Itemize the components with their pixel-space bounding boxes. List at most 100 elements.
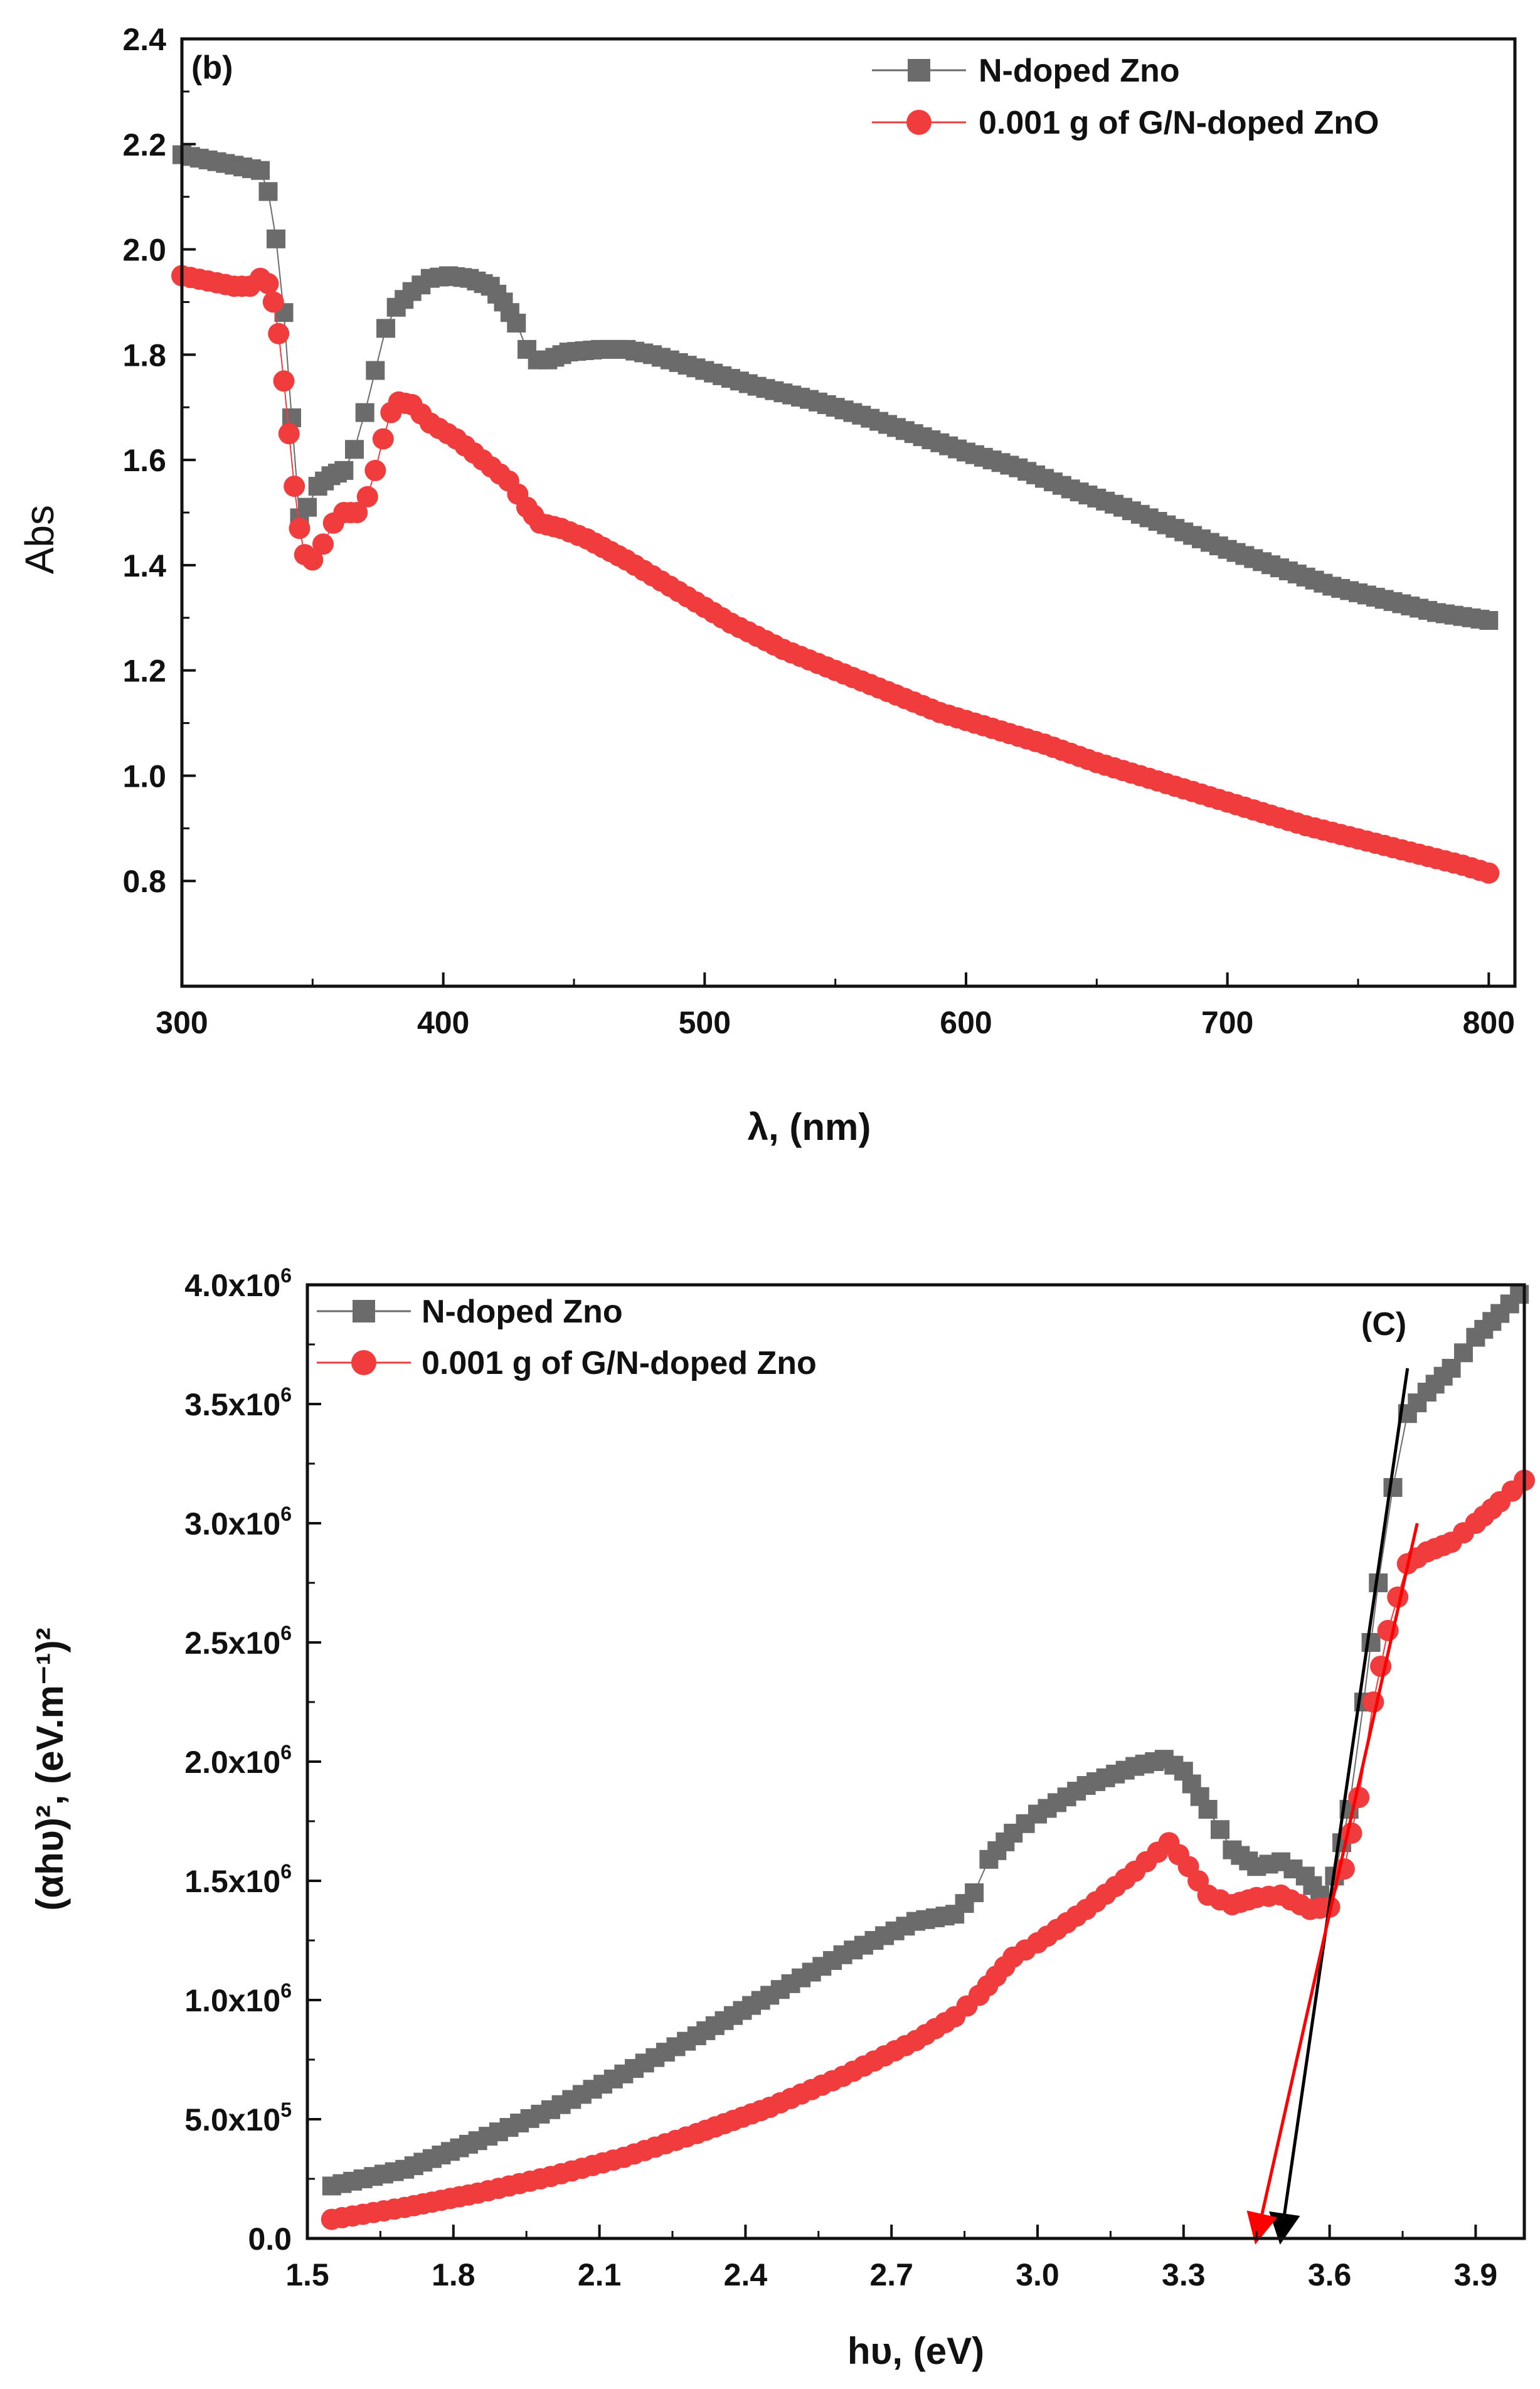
legend-label: N-doped Zno xyxy=(422,1294,623,1330)
x-tick-label: 300 xyxy=(156,1005,208,1040)
band-gap-fit-arrow xyxy=(1269,1368,1410,2245)
data-point xyxy=(965,1883,984,1902)
data-point xyxy=(257,273,279,295)
data-point xyxy=(278,423,300,445)
data-point xyxy=(268,322,290,344)
legend-item-g-n-doped: 0.001 g of G/N-doped Zno xyxy=(317,1345,817,1381)
legend-square-marker xyxy=(353,1300,375,1322)
chart-c-y-axis-title: (αhυ)², (eV.m⁻¹)² xyxy=(29,1627,71,1910)
data-point xyxy=(372,428,394,450)
x-tick-label: 2.4 xyxy=(724,2257,768,2292)
chart-c-legend: N-doped Zno 0.001 g of G/N-doped Zno xyxy=(317,1294,817,1381)
legend-label: 0.001 g of G/N-doped ZnO xyxy=(979,105,1379,141)
data-point xyxy=(376,319,395,338)
y-tick-label: 3.0x106 xyxy=(184,1503,292,1541)
chart-c-series-g-n-doped xyxy=(321,1469,1535,2230)
chart-b-y-axis: 0.8 1.0 1.2 1.4 1.6 1.8 2.0 2.2 2.4 xyxy=(122,22,196,899)
data-point xyxy=(1478,862,1500,884)
data-point xyxy=(258,182,278,201)
y-tick-label: 5.0x105 xyxy=(184,2099,292,2137)
legend-item-g-n-doped: 0.001 g of G/N-doped ZnO xyxy=(872,105,1379,141)
data-point xyxy=(251,161,270,180)
x-tick-label: 2.1 xyxy=(578,2257,622,2292)
legend-square-marker xyxy=(908,59,930,82)
series-line xyxy=(181,154,1489,621)
chart-b-y-axis-title: Abs xyxy=(17,505,62,574)
chart-b-x-axis-title: λ, (nm) xyxy=(748,1106,871,1148)
y-tick-label: 0.8 xyxy=(122,864,166,899)
chart-b-plot-frame xyxy=(180,37,1517,988)
x-tick-label: 3.0 xyxy=(1016,2257,1059,2292)
data-point xyxy=(267,229,285,248)
y-tick-label: 3.5x106 xyxy=(184,1383,292,1422)
legend-item-n-doped: N-doped Zno xyxy=(317,1294,623,1330)
data-point xyxy=(507,314,526,333)
legend-label: 0.001 g of G/N-doped Zno xyxy=(422,1345,817,1381)
y-tick-label: 0.0 xyxy=(248,2221,292,2257)
x-tick-label: 3.6 xyxy=(1308,2257,1352,2292)
data-point xyxy=(284,476,305,497)
chart-c-x-axis: 1.5 1.8 2.1 2.4 2.7 3.0 3.3 3.6 3.9 xyxy=(285,2225,1497,2292)
data-point xyxy=(1361,1633,1381,1652)
chart-b-series-n-doped xyxy=(173,145,1499,630)
y-tick-label: 4.0x106 xyxy=(184,1264,292,1303)
svg-text:(αhυ)², (eV.m⁻¹)²: (αhυ)², (eV.m⁻¹)² xyxy=(29,1627,71,1910)
data-point xyxy=(1479,611,1499,630)
y-tick-label: 2.4 xyxy=(122,22,166,57)
y-tick-label: 1.6 xyxy=(122,443,166,478)
data-point xyxy=(345,440,364,459)
x-tick-label: 600 xyxy=(940,1005,992,1040)
chart-b-x-axis: 300 400 500 600 700 800 xyxy=(156,972,1515,1040)
data-point xyxy=(1383,1478,1403,1497)
y-tick-label: 2.2 xyxy=(122,127,166,162)
x-tick-label: 3.3 xyxy=(1162,2257,1206,2292)
svg-text:hυ, (eV): hυ, (eV) xyxy=(847,2330,984,2372)
data-point xyxy=(312,533,334,555)
chart-c-panel-label: (C) xyxy=(1361,1306,1406,1343)
y-tick-label: 2.0 xyxy=(122,233,166,268)
data-point xyxy=(366,361,385,380)
data-point xyxy=(1510,1285,1529,1304)
y-tick-label: 1.0 xyxy=(122,758,166,794)
chart-b: 300 400 500 600 700 800 0.8 1.0 1.2 1.4 1.6 1.8 2.0… xyxy=(17,22,1517,1148)
data-point xyxy=(262,291,284,313)
chart-c-y-axis: 0.0 5.0x105 1.0x106 1.5x106 2.0x106 2.5x106 3.… xyxy=(184,1264,321,2257)
data-point xyxy=(356,486,378,508)
x-tick-label: 3.9 xyxy=(1454,2257,1498,2292)
x-tick-label: 700 xyxy=(1201,1005,1253,1040)
y-tick-label: 1.4 xyxy=(122,548,166,583)
x-tick-label: 1.5 xyxy=(285,2257,329,2292)
y-tick-label: 1.0x106 xyxy=(184,1979,292,2018)
y-tick-label: 1.2 xyxy=(122,654,166,689)
band-gap-fit-arrow xyxy=(1246,1523,1419,2245)
data-point xyxy=(302,549,324,571)
chart-b-panel-label: (b) xyxy=(191,50,233,86)
legend-circle-marker xyxy=(906,110,932,135)
x-tick-label: 800 xyxy=(1463,1005,1515,1040)
legend-circle-marker xyxy=(351,1350,376,1375)
y-tick-label: 2.5x106 xyxy=(184,1622,292,1661)
data-point xyxy=(298,497,317,517)
legend-item-n-doped: N-doped Zno xyxy=(872,53,1180,89)
y-tick-label: 1.8 xyxy=(122,338,166,373)
chart-b-legend: N-doped Zno 0.001 g of G/N-doped ZnO xyxy=(872,53,1379,141)
data-point xyxy=(1341,1822,1362,1844)
data-point xyxy=(1211,1820,1229,1839)
chart-c-fit-lines xyxy=(1246,1368,1419,2245)
chart-c: 1.5 1.8 2.1 2.4 2.7 3.0 3.3 3.6 3.9 0.0 5.0x105 1.… xyxy=(29,1264,1535,2372)
y-tick-label: 2.0x106 xyxy=(184,1741,292,1780)
x-tick-label: 500 xyxy=(679,1005,731,1040)
chart-c-plot-frame xyxy=(305,1283,1526,2240)
data-point xyxy=(1198,1800,1218,1819)
data-point xyxy=(346,502,368,523)
x-tick-label: 2.7 xyxy=(869,2257,913,2292)
chart-b-series-g-n-doped xyxy=(171,265,1500,884)
data-point xyxy=(289,518,311,540)
data-point xyxy=(355,403,374,422)
data-point xyxy=(334,460,354,480)
data-point xyxy=(273,370,295,392)
data-point xyxy=(364,459,386,481)
x-tick-label: 400 xyxy=(417,1005,469,1040)
y-tick-label: 1.5x106 xyxy=(184,1860,292,1899)
